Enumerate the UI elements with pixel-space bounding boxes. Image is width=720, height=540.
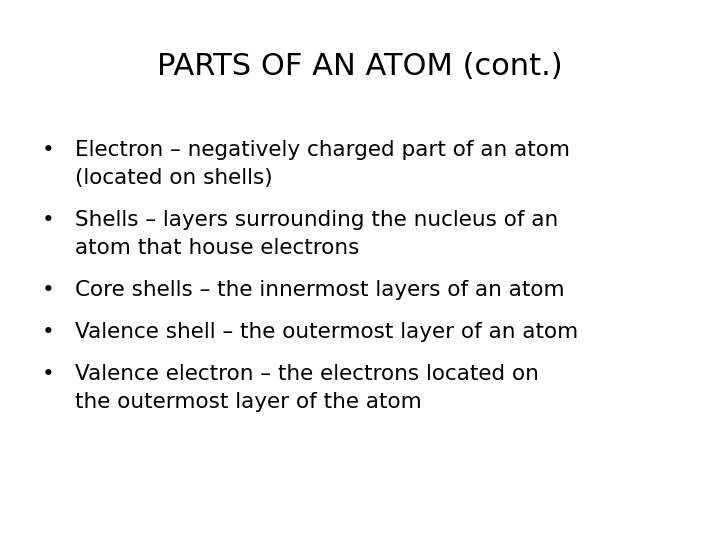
Text: PARTS OF AN ATOM (cont.): PARTS OF AN ATOM (cont.) xyxy=(157,52,563,81)
Text: Valence electron – the electrons located on: Valence electron – the electrons located… xyxy=(75,364,539,384)
Text: •: • xyxy=(42,140,55,160)
Text: Valence shell – the outermost layer of an atom: Valence shell – the outermost layer of a… xyxy=(75,322,578,342)
Text: •: • xyxy=(42,280,55,300)
Text: Electron – negatively charged part of an atom: Electron – negatively charged part of an… xyxy=(75,140,570,160)
Text: the outermost layer of the atom: the outermost layer of the atom xyxy=(75,392,422,412)
Text: •: • xyxy=(42,364,55,384)
Text: atom that house electrons: atom that house electrons xyxy=(75,238,359,258)
Text: •: • xyxy=(42,322,55,342)
Text: (located on shells): (located on shells) xyxy=(75,168,273,188)
Text: Core shells – the innermost layers of an atom: Core shells – the innermost layers of an… xyxy=(75,280,564,300)
Text: •: • xyxy=(42,210,55,230)
Text: Shells – layers surrounding the nucleus of an: Shells – layers surrounding the nucleus … xyxy=(75,210,558,230)
